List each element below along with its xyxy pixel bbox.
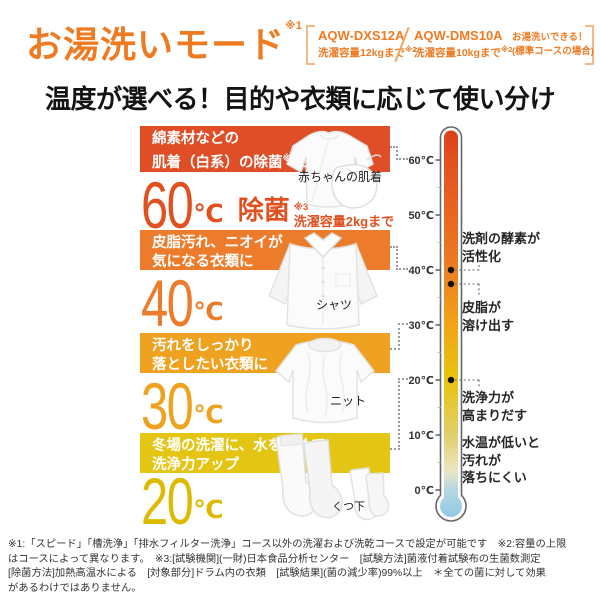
scale-ticks — [435, 159, 441, 491]
model-dxs12a: AQW-DXS12A 洗濯容量12kgまで※2 — [318, 29, 416, 60]
scale-label-50: 50℃ — [408, 210, 434, 222]
annotation-sebum: 皮脂が 溶け出す — [462, 300, 515, 333]
model-dms10a: AQW-DMS10A 洗濯容量10kgまで※2 — [414, 29, 512, 60]
mode-20-temperature: 20 ℃ — [141, 464, 224, 538]
mode-60-heading-line2: 肌着（白系）の除菌 — [152, 154, 283, 171]
connector-60-lead — [396, 158, 408, 160]
connector-40-vertical — [396, 246, 398, 270]
mode-20-heading-line2: 洗浄力アップ — [152, 456, 239, 473]
scale-label-20: 20℃ — [408, 375, 434, 387]
mode-30-temperature: 30 ℃ — [141, 369, 224, 443]
annotation-markers — [447, 265, 480, 388]
connector-20-stub — [390, 448, 400, 450]
footnote-line2: はコースによって異なります。 ※3:[試験機関](一財)日本食品分析センター [… — [8, 553, 541, 565]
annotation-cold-water: 水温が低いと 汚れが 落ちにくい — [462, 435, 541, 485]
temp-unit: ℃ — [193, 496, 224, 524]
temp-unit: ℃ — [193, 401, 224, 429]
temp-value: 60 — [141, 168, 194, 242]
connector-20-lead — [398, 378, 408, 380]
annotation-cleaning-power: 洗浄力が 高まりだす — [462, 390, 528, 423]
mode-30-heading-line2: 落としたい衣類に — [152, 356, 268, 373]
connector-20-vertical — [398, 378, 400, 450]
temp-unit: ℃ — [193, 298, 224, 326]
footnote-line4: があるわけではありません。 — [8, 582, 142, 594]
temp-value: 40 — [141, 266, 194, 340]
connector-30-lead — [398, 323, 408, 325]
model-bracket-right — [585, 25, 594, 65]
temp-unit: ℃ — [193, 200, 224, 228]
baby-underwear-photo — [286, 130, 382, 209]
scale-minor-ticks — [437, 187, 441, 463]
feature-logo-text: お湯洗いモード — [26, 24, 286, 65]
model-name: AQW-DXS12A — [318, 28, 405, 43]
temp-value: 30 — [141, 369, 194, 443]
mode-60-heading-line1: 綿素材などの — [152, 131, 239, 147]
sanitize-badge-note: ※3 — [293, 202, 309, 213]
mode-30-heading-line1: 汚れをしっかり — [152, 338, 254, 354]
model-name: AQW-DMS10A — [414, 28, 503, 43]
scale-label-0: 0℃ — [415, 485, 434, 497]
model-capacity-note: ※2 — [404, 45, 417, 54]
annotation-enzyme: 洗剤の酵素が 活性化 — [462, 231, 541, 264]
connector-40-lead — [396, 268, 408, 270]
feature-logo-note: ※1 — [285, 20, 302, 32]
connector-60-stub — [390, 146, 398, 148]
availability-note: お湯洗いできる！ (標準コースの場合) — [512, 31, 594, 58]
page-title: 温度が選べる！目的や衣類に応じて使い分け — [44, 84, 556, 114]
model-capacity-note: ※2 — [500, 45, 513, 54]
thermometer-fill — [440, 130, 462, 517]
connector-30-vertical — [398, 323, 400, 350]
sanitize-capacity: 洗濯容量2kgまで — [293, 214, 395, 229]
thermometer-graphic: 60℃ 50℃ 40℃ 30℃ 20℃ 10℃ 0℃ — [408, 126, 480, 522]
mode-60-temperature: 60 ℃ 除菌 ※3 洗濯容量2kgまで — [141, 168, 395, 242]
model-capacity: 洗濯容量10kgまで — [414, 47, 501, 59]
temp-value: 20 — [141, 464, 194, 538]
connector-30-stub — [390, 348, 400, 350]
scale-label-60: 60℃ — [408, 155, 434, 167]
mode-30-item-label: ニット — [330, 394, 367, 408]
mode-40-heading-line2: 気になる衣類に — [152, 253, 254, 270]
mode-20-item-label: くつ下 — [332, 501, 365, 513]
scale-label-40: 40℃ — [408, 265, 434, 277]
connector-40-stub — [390, 246, 398, 248]
mode-40-temperature: 40 ℃ — [141, 266, 224, 340]
scale-label-30: 30℃ — [408, 320, 434, 332]
availability-line2: (標準コースの場合) — [512, 45, 594, 57]
shirt-photo — [268, 232, 378, 330]
model-capacity: 洗濯容量12kgまで — [318, 47, 405, 59]
footnotes: ※1:「スピード」「槽洗浄」「排水フィルター洗浄」コース以外の洗濯および洗乾コー… — [8, 538, 596, 596]
sanitize-badge: 除菌 — [237, 195, 290, 225]
mode-40-heading-line1: 皮脂汚れ、ニオイが — [152, 235, 283, 251]
connector-60-vertical — [396, 146, 398, 160]
footnote-line1: ※1:「スピード」「槽洗浄」「排水フィルター洗浄」コース以外の洗濯および洗乾コー… — [8, 539, 567, 550]
footnote-line3: [除菌方法]加熱高温水による [対象部分]ドラム内の衣類 [試験結果](菌の減少… — [8, 568, 546, 580]
mode-60-item-label: 赤ちゃんの肌着 — [298, 170, 383, 184]
scale-label-10: 10℃ — [408, 430, 434, 442]
feature-logo: お湯洗いモード※1 — [26, 16, 302, 68]
socks-photo — [275, 433, 390, 521]
mode-40-item-label: シャツ — [316, 298, 353, 312]
model-bracket-left — [306, 25, 315, 65]
knit-sweater-photo — [274, 337, 376, 424]
mode-40-heading-band: 皮脂汚れ、ニオイが 気になる衣類に — [140, 230, 390, 270]
availability-line1: お湯洗いできる！ — [512, 32, 588, 43]
